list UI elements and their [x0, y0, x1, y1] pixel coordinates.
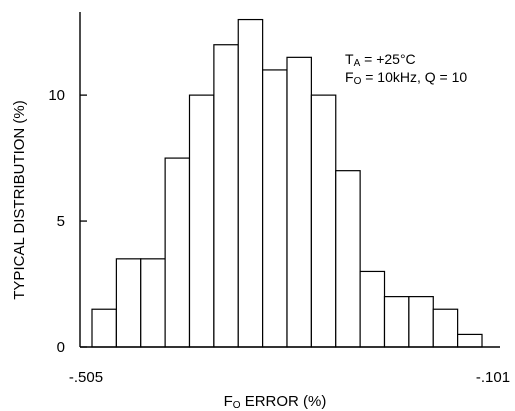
histogram-bar-9	[286, 56, 312, 348]
y-axis-label: TYPICAL DISTRIBUTION (%)	[11, 100, 28, 299]
histogram-bars	[91, 18, 483, 348]
histogram-bar-2	[115, 258, 142, 348]
histogram-bar-15	[432, 308, 459, 348]
histogram-bar-8	[262, 69, 288, 348]
y-tick-label-5: 5	[57, 213, 65, 230]
histogram-bar-16	[457, 333, 483, 348]
y-tick-label-0: 0	[57, 339, 65, 356]
histogram-bar-13	[383, 296, 410, 348]
annotation-line-2: FO = 10kHz, Q = 10	[345, 69, 467, 87]
histogram-bar-7	[237, 18, 264, 348]
histogram-bar-4	[164, 157, 191, 348]
x-tick-label-left: -.505	[69, 369, 103, 386]
histogram-bar-1	[91, 308, 117, 348]
histogram-bar-10	[310, 94, 337, 348]
histogram-bar-3	[140, 258, 166, 348]
axes: 0 5 10	[48, 12, 500, 356]
histogram-bar-5	[188, 94, 215, 348]
x-tick-label-right: -.101	[476, 369, 510, 386]
y-tick-label-10: 10	[48, 87, 65, 104]
annotation-line-1: TA = +25°C	[345, 51, 416, 69]
histogram-bar-14	[408, 296, 434, 348]
histogram-bar-6	[213, 44, 239, 348]
histogram-bar-11	[335, 170, 361, 348]
histogram-bar-12	[359, 270, 386, 348]
x-axis-label: FO ERROR (%)	[224, 393, 327, 411]
